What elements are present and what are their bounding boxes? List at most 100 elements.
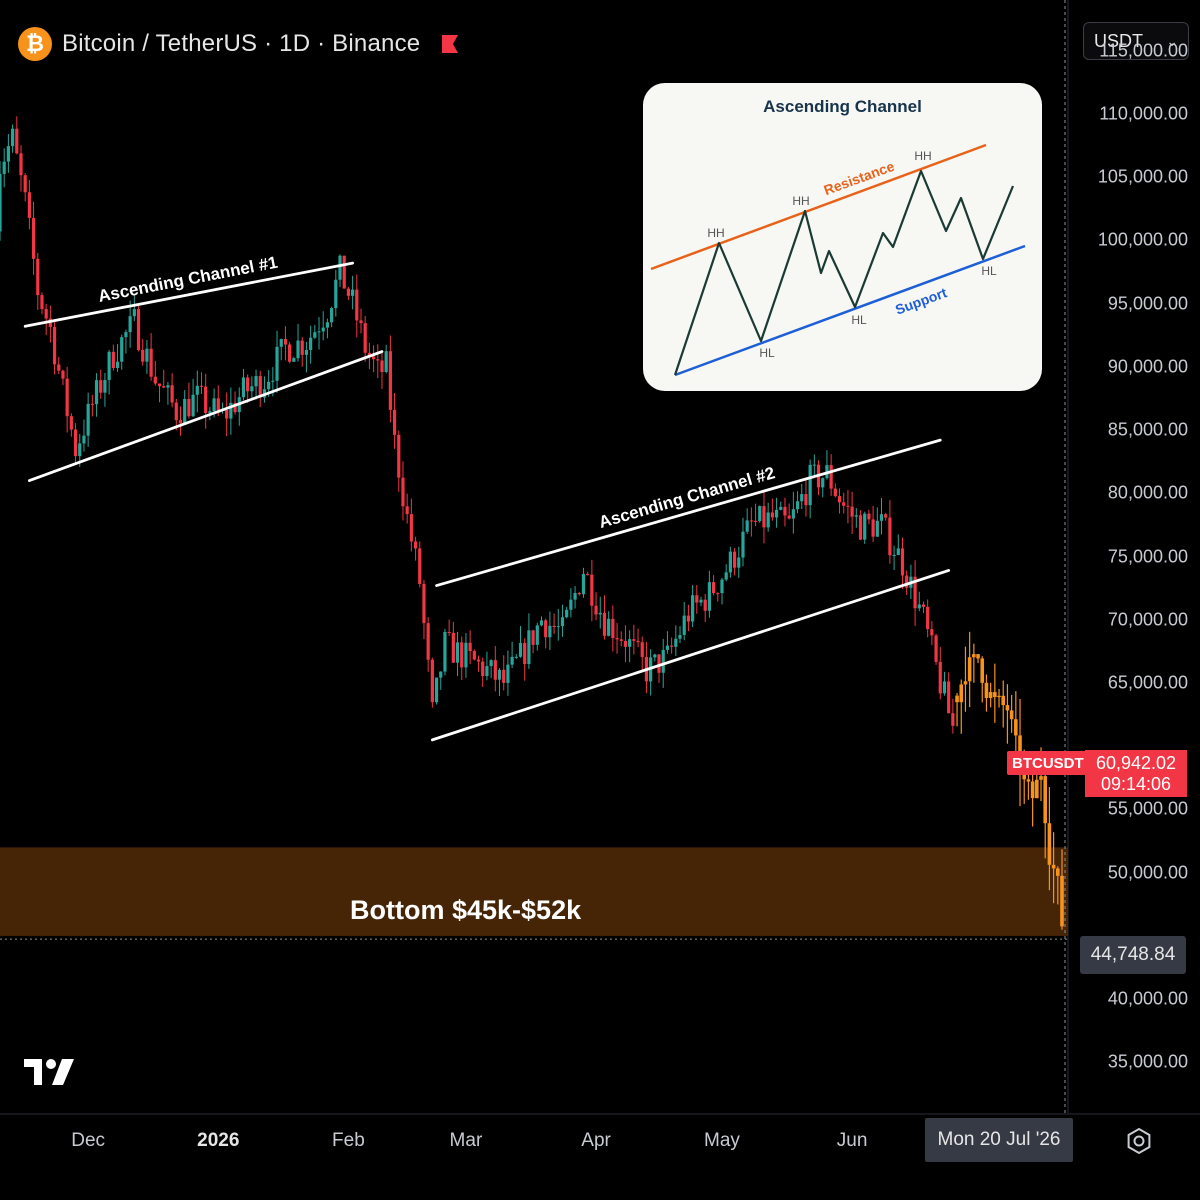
candle-body: [539, 620, 544, 626]
candle-body: [90, 403, 94, 405]
candle-body: [367, 352, 371, 357]
candle-body: [78, 443, 82, 457]
candle-body: [787, 515, 791, 519]
candle-body: [258, 376, 262, 398]
candle-body: [418, 548, 422, 584]
candle-body: [535, 625, 539, 645]
candle-body: [724, 572, 728, 580]
price-axis-label: 95,000.00: [1107, 293, 1188, 314]
tradingview-logo: [24, 1059, 74, 1085]
candle-body: [426, 623, 430, 660]
projection-body: [1047, 823, 1052, 865]
projection-body: [976, 654, 980, 659]
candle-body: [510, 656, 514, 665]
candle-body: [678, 634, 682, 639]
candle-body: [800, 494, 804, 502]
hh-label-2: HH: [792, 194, 809, 208]
flag-icon[interactable]: [440, 33, 460, 55]
candle-body: [65, 378, 69, 417]
projection-body: [967, 657, 972, 682]
candle-body: [128, 316, 132, 333]
candle-body: [6, 146, 10, 162]
projection-body: [1026, 779, 1031, 782]
candle-body: [930, 629, 934, 636]
candle-body: [879, 514, 884, 521]
candle-body: [304, 349, 309, 355]
candle-body: [430, 659, 434, 703]
chevron-down-icon: ⌄: [1166, 32, 1178, 49]
candle-body: [384, 351, 388, 372]
projection-body: [1060, 875, 1064, 927]
candle-body: [518, 642, 523, 657]
diagram-title: Ascending Channel: [763, 97, 922, 116]
candle-body: [657, 654, 661, 673]
hl-label-1: HL: [759, 346, 775, 360]
candle-body: [111, 351, 115, 369]
diagram-canvas: Resistance Support HH HH HH HL HL HL: [650, 143, 1026, 377]
projection-body: [1022, 771, 1027, 780]
currency-value: USDT: [1094, 30, 1143, 51]
candle-body: [837, 496, 842, 503]
candle-body: [455, 642, 460, 663]
candle-body: [246, 377, 250, 392]
currency-select[interactable]: USDT ⌄: [1083, 22, 1189, 60]
candle-body: [153, 376, 157, 384]
candle-body: [875, 520, 879, 537]
channel-1-label: Ascending Channel #1: [97, 253, 280, 306]
candle-body: [170, 385, 174, 403]
candle-body: [552, 625, 556, 627]
candle-body: [615, 638, 619, 640]
candle-body: [821, 478, 825, 488]
candle-body: [804, 494, 808, 506]
price-path: [673, 169, 1015, 376]
candle-body: [632, 639, 636, 641]
candle-body: [279, 339, 283, 347]
candle-body: [858, 515, 863, 540]
candle-body: [120, 337, 124, 362]
candle-body: [653, 654, 657, 658]
candle-body: [216, 398, 220, 411]
candle-body: [359, 320, 363, 324]
candle-body: [401, 477, 405, 507]
candle-body: [413, 541, 418, 549]
candle-countdown: 09:14:06: [1100, 773, 1172, 794]
candle-body: [854, 515, 858, 517]
time-axis-label: Dec: [71, 1130, 106, 1151]
candle-body: [812, 464, 816, 466]
gear-icon[interactable]: [1125, 1127, 1153, 1155]
symbol-header[interactable]: ₿ Bitcoin / TetherUS · 1D · Binance: [18, 24, 460, 64]
candle-body: [762, 506, 766, 528]
candle-body: [728, 551, 732, 573]
candle-body: [896, 548, 900, 555]
candle-body: [636, 640, 640, 643]
candle-body: [850, 506, 854, 517]
candle-body: [590, 574, 594, 606]
projection-body: [997, 695, 1001, 698]
projection-body: [993, 692, 997, 698]
candle-body: [187, 398, 191, 417]
price-axis-label: 40,000.00: [1107, 988, 1188, 1009]
candle-body: [166, 385, 170, 388]
candle-body: [363, 323, 367, 353]
candle-body: [699, 599, 703, 603]
candle-body: [779, 506, 783, 510]
support-label: Support: [893, 284, 949, 318]
candle-body: [233, 402, 237, 413]
candle-body: [439, 671, 443, 678]
candle-body: [493, 660, 497, 680]
hh-label-3: HH: [914, 149, 931, 163]
channel-1-lower-line: [27, 350, 384, 483]
candle-body: [913, 576, 917, 609]
projection-body: [984, 682, 989, 698]
candle-body: [829, 465, 833, 489]
projection-body: [955, 695, 959, 703]
candle-body: [598, 612, 602, 615]
projection-body: [1009, 710, 1014, 720]
time-axis-label: Jun: [836, 1130, 868, 1151]
candle-body: [241, 377, 246, 398]
price-axis-label: 35,000.00: [1107, 1051, 1188, 1072]
candle-body: [842, 502, 846, 506]
candle-body: [250, 386, 254, 392]
candle-body: [900, 548, 905, 576]
